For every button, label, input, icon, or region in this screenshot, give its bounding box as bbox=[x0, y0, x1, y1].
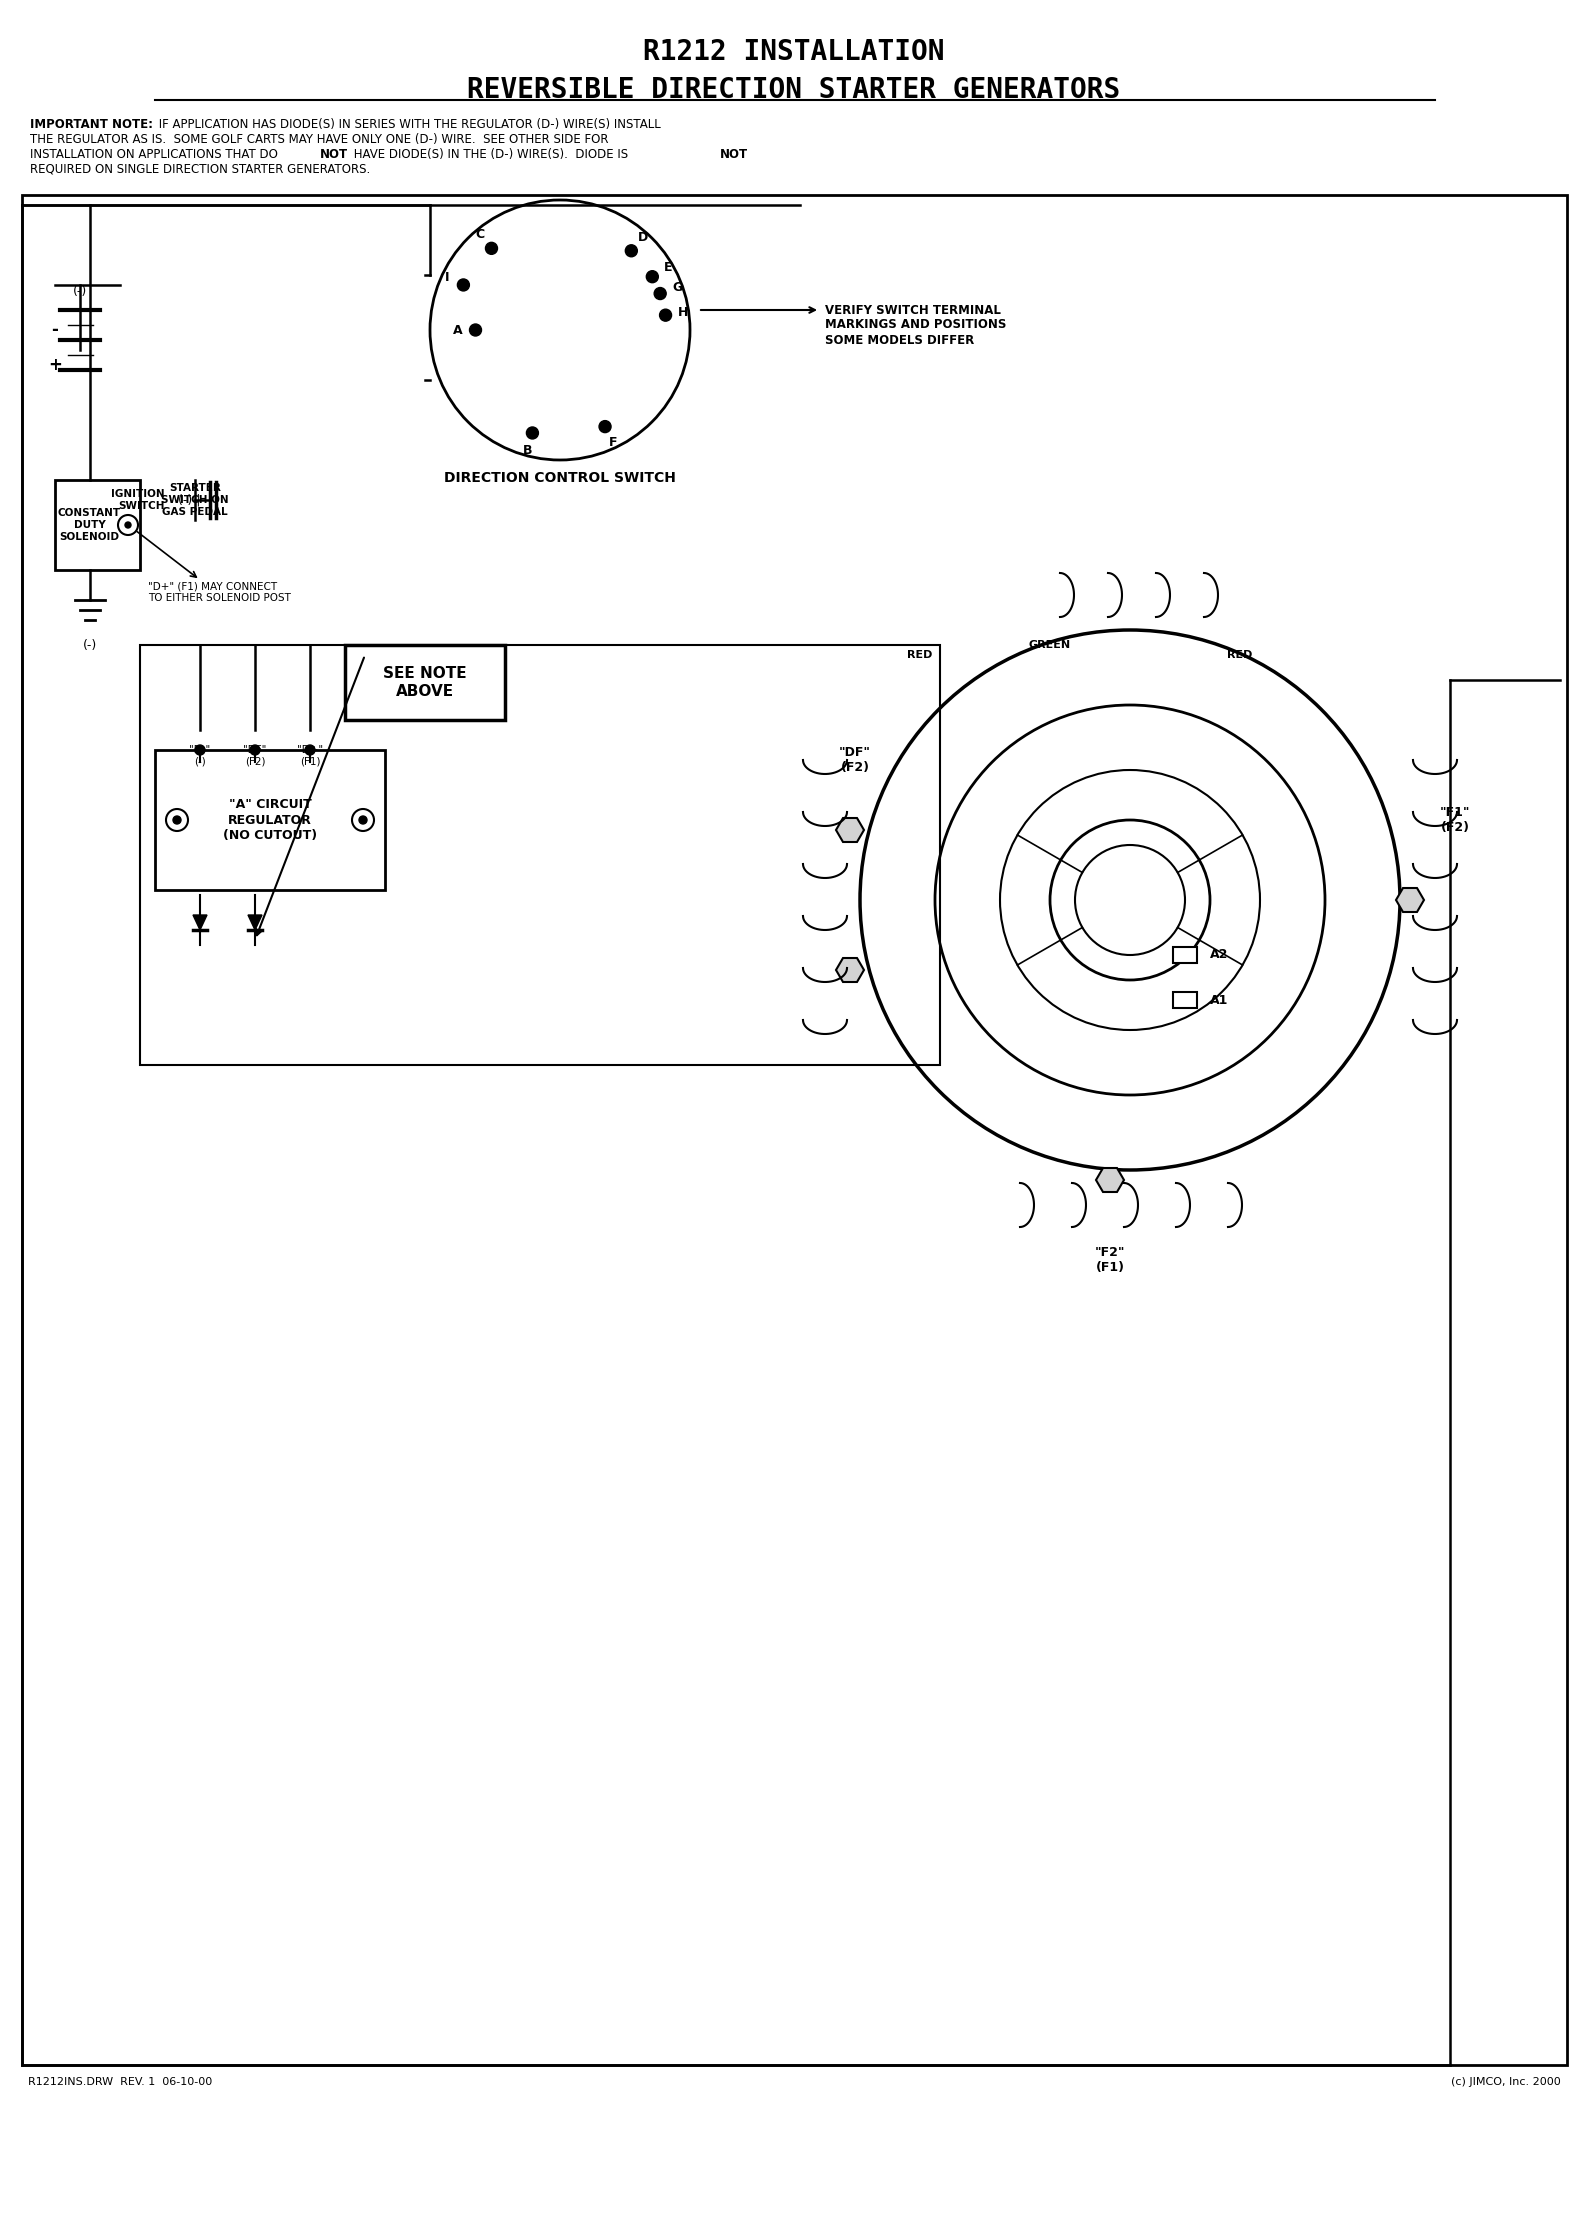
Text: STARTER
SWITCH ON
GAS PEDAL: STARTER SWITCH ON GAS PEDAL bbox=[160, 482, 229, 516]
Text: GREEN: GREEN bbox=[1030, 641, 1071, 650]
Text: "A" CIRCUIT
REGULATOR
(NO CUTOUT): "A" CIRCUIT REGULATOR (NO CUTOUT) bbox=[222, 799, 318, 842]
Text: D: D bbox=[639, 230, 648, 243]
Text: IGNITION
SWITCH: IGNITION SWITCH bbox=[111, 489, 165, 511]
Circle shape bbox=[655, 288, 666, 299]
Circle shape bbox=[359, 815, 367, 824]
Circle shape bbox=[165, 808, 188, 831]
Text: SEE NOTE
ABOVE: SEE NOTE ABOVE bbox=[383, 665, 467, 699]
Bar bbox=[345, 645, 505, 719]
Circle shape bbox=[934, 706, 1325, 1094]
Text: E: E bbox=[664, 261, 672, 275]
Text: (c) JIMCO, Inc. 2000: (c) JIMCO, Inc. 2000 bbox=[1451, 2077, 1560, 2088]
Circle shape bbox=[469, 324, 481, 335]
Circle shape bbox=[860, 630, 1400, 1170]
Bar bbox=[1173, 991, 1197, 1007]
Polygon shape bbox=[192, 916, 207, 929]
Text: REVERSIBLE DIRECTION STARTER GENERATORS: REVERSIBLE DIRECTION STARTER GENERATORS bbox=[467, 76, 1120, 105]
Text: (-) |: (-) | bbox=[178, 493, 200, 507]
Text: I: I bbox=[445, 270, 450, 284]
Text: "F2"
(F1): "F2" (F1) bbox=[1095, 1246, 1125, 1275]
Circle shape bbox=[249, 746, 261, 755]
Text: "D+"
(F1): "D+" (F1) bbox=[297, 746, 323, 766]
Circle shape bbox=[173, 815, 181, 824]
Polygon shape bbox=[1096, 1168, 1123, 1192]
Circle shape bbox=[118, 516, 138, 536]
Text: DIRECTION CONTROL SWITCH: DIRECTION CONTROL SWITCH bbox=[443, 471, 675, 485]
Text: "F1"
(F2): "F1" (F2) bbox=[1440, 806, 1470, 833]
Circle shape bbox=[659, 308, 672, 322]
Text: G: G bbox=[672, 281, 682, 295]
Text: A1: A1 bbox=[1209, 994, 1228, 1007]
Polygon shape bbox=[836, 958, 864, 983]
Polygon shape bbox=[836, 817, 864, 842]
Text: NOT: NOT bbox=[720, 147, 748, 161]
Circle shape bbox=[458, 279, 469, 290]
Text: "D-"
(-): "D-" (-) bbox=[189, 746, 211, 766]
Text: B: B bbox=[523, 444, 532, 458]
Circle shape bbox=[305, 746, 315, 755]
Text: A2: A2 bbox=[1209, 949, 1228, 962]
Text: R1212INS.DRW  REV. 1  06-10-00: R1212INS.DRW REV. 1 06-10-00 bbox=[29, 2077, 213, 2088]
Text: "DF"
(F2): "DF" (F2) bbox=[839, 746, 871, 775]
Circle shape bbox=[1050, 820, 1209, 980]
Text: CONSTANT
DUTY
SOLENOID: CONSTANT DUTY SOLENOID bbox=[57, 509, 121, 543]
Text: THE REGULATOR AS IS.  SOME GOLF CARTS MAY HAVE ONLY ONE (D-) WIRE.  SEE OTHER SI: THE REGULATOR AS IS. SOME GOLF CARTS MAY… bbox=[30, 134, 609, 145]
Circle shape bbox=[1076, 844, 1185, 956]
Circle shape bbox=[126, 523, 130, 527]
Bar bbox=[22, 194, 1567, 2066]
Bar bbox=[156, 750, 385, 891]
Text: F: F bbox=[609, 435, 617, 449]
Text: (-): (-) bbox=[83, 639, 97, 652]
Circle shape bbox=[999, 770, 1260, 1029]
Circle shape bbox=[599, 420, 612, 433]
Circle shape bbox=[486, 243, 497, 255]
Circle shape bbox=[195, 746, 205, 755]
Bar bbox=[56, 480, 140, 569]
Circle shape bbox=[526, 427, 539, 440]
Text: RED: RED bbox=[907, 650, 933, 661]
Text: INSTALLATION ON APPLICATIONS THAT DO: INSTALLATION ON APPLICATIONS THAT DO bbox=[30, 147, 281, 161]
Text: R1212 INSTALLATION: R1212 INSTALLATION bbox=[644, 38, 945, 67]
Bar bbox=[140, 645, 941, 1065]
Text: C: C bbox=[475, 228, 485, 241]
Text: (-): (-) bbox=[73, 286, 87, 299]
Text: H: H bbox=[679, 306, 688, 319]
Circle shape bbox=[647, 270, 658, 284]
Text: VERIFY SWITCH TERMINAL
MARKINGS AND POSITIONS
SOME MODELS DIFFER: VERIFY SWITCH TERMINAL MARKINGS AND POSI… bbox=[825, 304, 1006, 346]
Text: A: A bbox=[453, 324, 462, 337]
Polygon shape bbox=[1397, 889, 1424, 911]
Text: NOT: NOT bbox=[319, 147, 348, 161]
Text: -: - bbox=[51, 322, 59, 339]
Text: "D+" (F1) MAY CONNECT
TO EITHER SOLENOID POST: "D+" (F1) MAY CONNECT TO EITHER SOLENOID… bbox=[148, 581, 291, 603]
Text: "DF"
(F2): "DF" (F2) bbox=[243, 746, 267, 766]
Circle shape bbox=[626, 246, 637, 257]
Text: IMPORTANT NOTE:: IMPORTANT NOTE: bbox=[30, 118, 153, 132]
Text: RED: RED bbox=[1227, 650, 1252, 661]
Text: HAVE DIODE(S) IN THE (D-) WIRE(S).  DIODE IS: HAVE DIODE(S) IN THE (D-) WIRE(S). DIODE… bbox=[350, 147, 632, 161]
Text: REQUIRED ON SINGLE DIRECTION STARTER GENERATORS.: REQUIRED ON SINGLE DIRECTION STARTER GEN… bbox=[30, 163, 370, 176]
Circle shape bbox=[431, 201, 690, 460]
Bar bbox=[1173, 947, 1197, 962]
Text: IF APPLICATION HAS DIODE(S) IN SERIES WITH THE REGULATOR (D-) WIRE(S) INSTALL: IF APPLICATION HAS DIODE(S) IN SERIES WI… bbox=[156, 118, 661, 132]
Polygon shape bbox=[248, 916, 262, 929]
Text: +: + bbox=[48, 355, 62, 373]
Circle shape bbox=[353, 808, 373, 831]
